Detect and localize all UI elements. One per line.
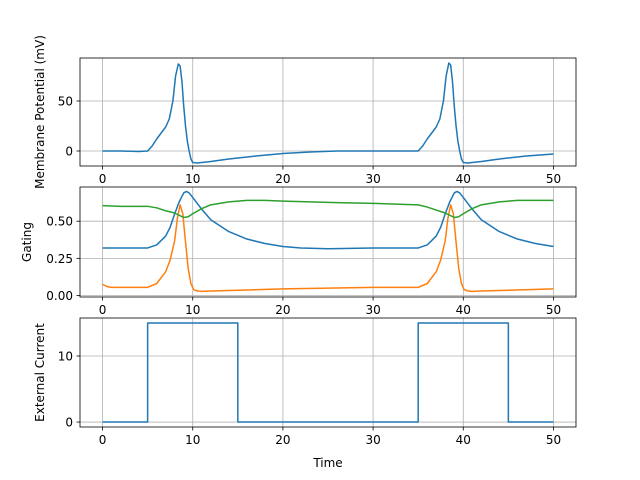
axes-frame (79, 57, 577, 167)
panel-3: 0 10 20 30 40 50 0 10 External Current Time (33, 317, 577, 470)
x-tick-label: 10 (185, 172, 200, 186)
x-tick-label: 20 (275, 303, 290, 317)
x-tick-label: 10 (185, 303, 200, 317)
x-axis-label: Time (312, 456, 342, 470)
series-line-1 (102, 322, 554, 423)
panel-1: 0 10 20 30 40 50 0 50 Membrane Potential (mV) (33, 35, 577, 189)
y-tick-label: 10 (58, 349, 73, 363)
x-tick-label: 20 (275, 433, 290, 447)
y-tick-label: 0.50 (46, 215, 73, 229)
x-tick-label: 30 (365, 172, 380, 186)
x-tick-label: 0 (99, 172, 107, 186)
y-axis-label: Gating (20, 222, 34, 262)
y-tick-label: 0 (65, 145, 73, 159)
x-tick-label: 30 (365, 303, 380, 317)
series-line-3 (102, 199, 554, 219)
x-tick-label: 40 (456, 172, 471, 186)
x-tick-label: 10 (185, 433, 200, 447)
x-tick-label: 40 (456, 303, 471, 317)
y-tick-label: 0 (65, 416, 73, 430)
x-tick-label: 40 (456, 433, 471, 447)
x-tick-label: 0 (99, 303, 107, 317)
y-axis-label: External Current (33, 323, 47, 422)
y-tick-label: 50 (58, 95, 73, 109)
axes-frame (79, 317, 577, 428)
y-tick-label: 0.00 (46, 289, 73, 303)
y-axis-label: Membrane Potential (mV) (33, 35, 47, 189)
x-tick-label: 0 (99, 433, 107, 447)
x-tick-label: 30 (365, 433, 380, 447)
x-tick-label: 50 (546, 172, 561, 186)
y-tick-label: 0.25 (46, 252, 73, 266)
axes-frame (79, 186, 577, 298)
panel-2: 0 10 20 30 40 50 0.00 0.25 0.50 Gating (20, 186, 577, 317)
x-tick-label: 50 (546, 303, 561, 317)
series-line-1 (102, 62, 554, 164)
series-line-2 (102, 204, 554, 293)
x-tick-label: 50 (546, 433, 561, 447)
x-tick-label: 20 (275, 172, 290, 186)
